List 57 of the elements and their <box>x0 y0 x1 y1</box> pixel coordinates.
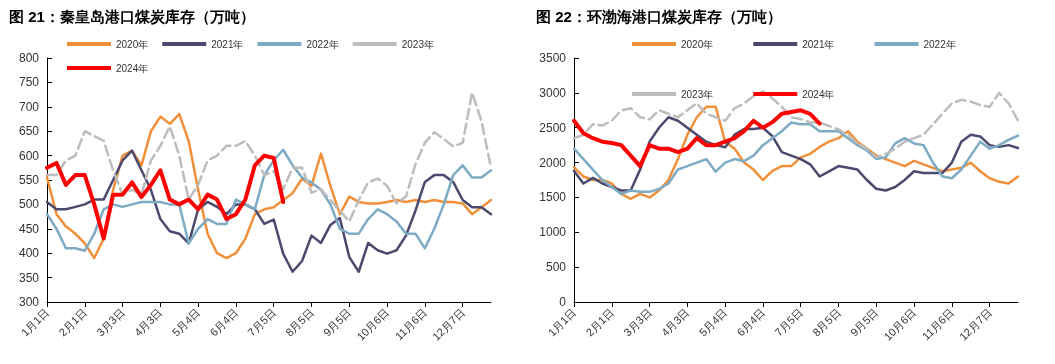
x-tick-label: 12月7日 <box>429 305 467 343</box>
y-tick-label: 700 <box>18 99 40 114</box>
y-tick-label: 500 <box>18 197 40 212</box>
x-tick-label: 12月7日 <box>956 305 994 343</box>
y-tick-label: 650 <box>18 124 40 139</box>
chart-title: 图 21：秦皇岛港口煤炭库存（万吨） <box>9 8 255 25</box>
x-tick-label: 5月4日 <box>169 305 203 339</box>
x-tick-label: 6月4日 <box>207 305 241 339</box>
y-tick-label: 500 <box>545 260 567 275</box>
legend-label: 2020年 <box>681 38 714 50</box>
y-tick-label: 2500 <box>539 120 567 135</box>
x-tick-label: 2月1日 <box>56 305 90 339</box>
x-tick-label: 3月3日 <box>94 305 127 339</box>
x-tick-label: 2月1日 <box>583 305 617 339</box>
line-series <box>45 148 493 253</box>
x-tick-label: 7月5日 <box>245 305 278 339</box>
x-tick-label: 9月5日 <box>847 305 881 339</box>
legend-label: 2024年 <box>802 88 835 100</box>
legend-label: 2024年 <box>116 62 149 74</box>
x-tick-label: 3月3日 <box>621 305 654 339</box>
x-tick-label: 7月5日 <box>772 305 805 339</box>
line-series <box>572 90 1020 159</box>
y-tick-label: 450 <box>18 221 40 236</box>
legend-label: 2023年 <box>681 88 714 100</box>
chart-title: 图 22：环渤海港口煤炭库存（万吨） <box>536 8 782 25</box>
x-tick-label: 9月5日 <box>320 305 354 339</box>
y-tick-label: 750 <box>18 75 40 90</box>
x-tick-label: 5月4日 <box>696 305 730 339</box>
x-tick-label: 10月6日 <box>881 305 919 343</box>
x-tick-label: 4月3日 <box>131 305 165 339</box>
legend-label: 2020年 <box>116 38 149 50</box>
line-series <box>45 149 493 273</box>
y-tick-label: 3500 <box>539 51 567 65</box>
x-tick-label: 11月6日 <box>392 305 430 343</box>
y-tick-label: 2000 <box>539 155 567 170</box>
legend-label: 2023年 <box>401 38 434 50</box>
line-series <box>45 91 493 223</box>
y-tick-label: 800 <box>18 51 40 65</box>
y-tick-label: 1000 <box>539 225 567 240</box>
legend-label: 2021年 <box>802 38 835 50</box>
x-tick-label: 6月4日 <box>734 305 768 339</box>
x-tick-label: 8月5日 <box>810 305 843 339</box>
line-series <box>45 153 286 241</box>
x-tick-label: 10月6日 <box>354 305 392 343</box>
y-tick-label: 1500 <box>539 190 567 205</box>
x-tick-label: 11月6日 <box>919 305 957 343</box>
y-tick-label: 3000 <box>539 85 567 100</box>
y-tick-label: 600 <box>18 148 40 163</box>
y-tick-label: 400 <box>18 246 40 261</box>
legend-label: 2021年 <box>211 38 244 50</box>
y-tick-label: 550 <box>18 173 40 187</box>
line-series <box>572 108 822 169</box>
legend-label: 2022年 <box>306 38 339 50</box>
legend-label: 2022年 <box>923 38 956 50</box>
x-tick-label: 8月5日 <box>283 305 316 339</box>
y-tick-label: 350 <box>18 270 40 285</box>
x-tick-label: 4月3日 <box>658 305 692 339</box>
